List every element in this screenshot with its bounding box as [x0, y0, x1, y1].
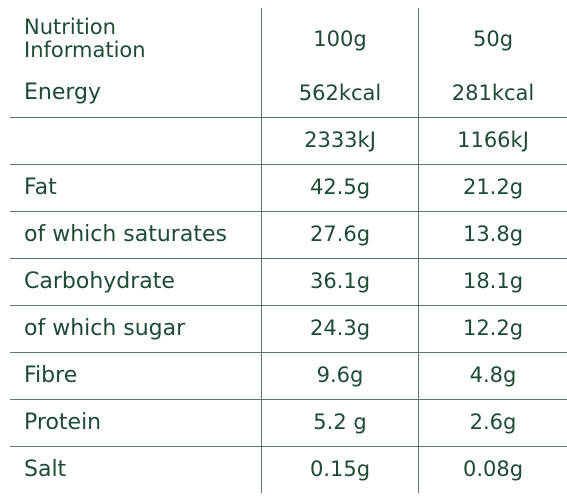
table-title-line1: Nutrition [24, 15, 116, 40]
row-energy-kcal: Energy 562kcal 281kcal [10, 70, 567, 117]
row-label: of which saturates [24, 221, 227, 247]
row-label: Fibre [24, 362, 78, 388]
value-100g: 0.15g [261, 446, 419, 493]
row-fibre: Fibre 9.6g 4.8g [10, 352, 567, 399]
column-header-100g: 100g [261, 8, 419, 70]
row-fat: Fat 42.5g 21.2g [10, 164, 567, 211]
value-100g: 36.1g [261, 258, 419, 305]
value-50g: 2.6g [418, 399, 567, 446]
value-50g: 0.08g [418, 446, 567, 493]
row-label: Fat [24, 174, 57, 200]
table-title: Nutrition Information [10, 8, 262, 70]
value-100g: 42.5g [261, 164, 419, 211]
value-50g: 281kcal [418, 70, 567, 117]
value-50g: 18.1g [418, 258, 567, 305]
row-carbohydrate: Carbohydrate 36.1g 18.1g [10, 258, 567, 305]
row-label [10, 117, 262, 164]
row-energy-kj: 2333kJ 1166kJ [10, 117, 567, 164]
row-sugar: of which sugar 24.3g 12.2g [10, 305, 567, 352]
value-50g: 4.8g [418, 352, 567, 399]
value-100g: 9.6g [261, 352, 419, 399]
row-label: of which sugar [24, 315, 186, 341]
row-protein: Protein 5.2 g 2.6g [10, 399, 567, 446]
header-row: Nutrition Information 100g 50g [10, 8, 567, 70]
row-label: Carbohydrate [24, 268, 175, 294]
row-label: Energy [24, 80, 102, 106]
value-50g: 12.2g [418, 305, 567, 352]
row-salt: Salt 0.15g 0.08g [10, 446, 567, 493]
value-50g: 1166kJ [418, 117, 567, 164]
nutrition-table: Nutrition Information 100g 50g Energy 56… [10, 8, 567, 493]
value-100g: 27.6g [261, 211, 419, 258]
value-50g: 13.8g [418, 211, 567, 258]
value-100g: 5.2 g [261, 399, 419, 446]
column-header-50g: 50g [418, 8, 567, 70]
row-label: Salt [24, 456, 67, 482]
value-100g: 24.3g [261, 305, 419, 352]
row-label: Protein [24, 409, 102, 435]
value-100g: 2333kJ [261, 117, 419, 164]
value-100g: 562kcal [261, 70, 419, 117]
value-50g: 21.2g [418, 164, 567, 211]
table-title-line2: Information [24, 38, 146, 62]
row-saturates: of which saturates 27.6g 13.8g [10, 211, 567, 258]
